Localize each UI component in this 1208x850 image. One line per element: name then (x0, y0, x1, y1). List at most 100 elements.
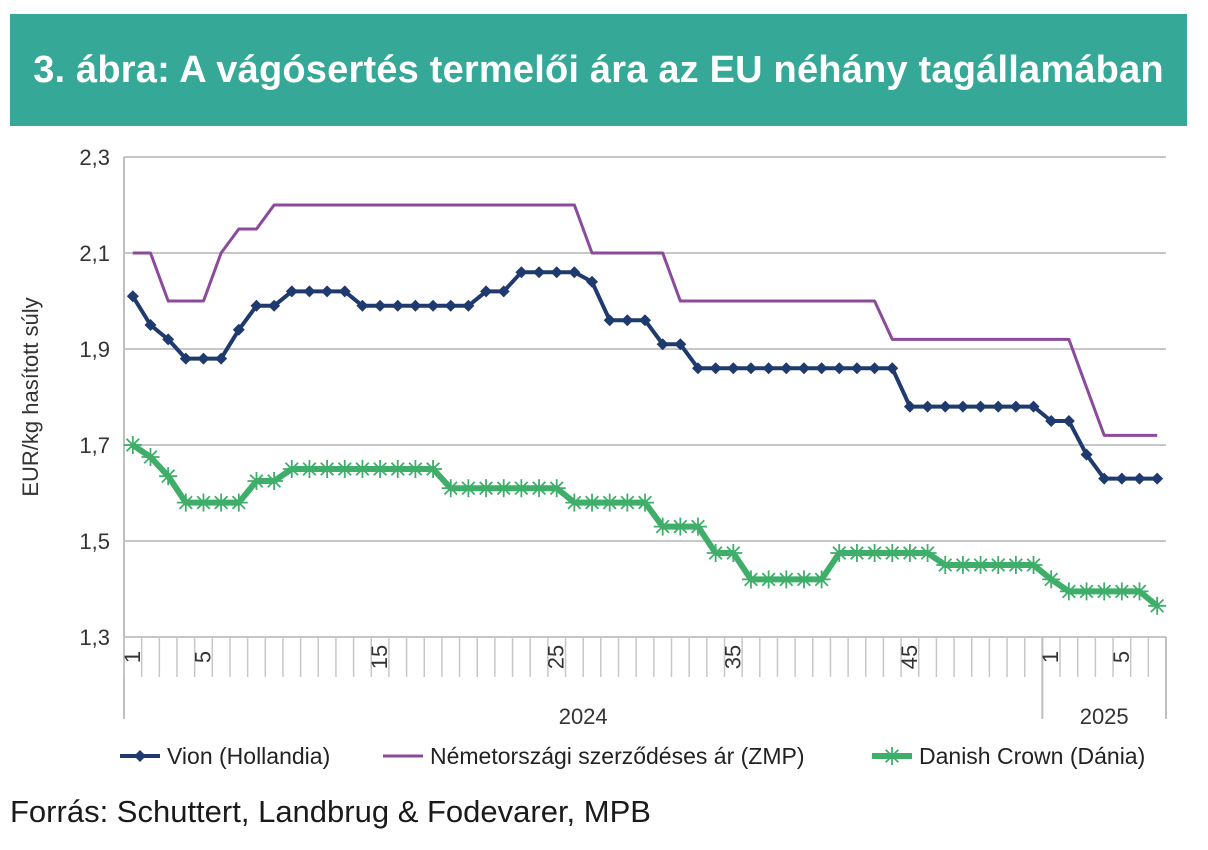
data-point (1080, 448, 1093, 461)
y-tick-label: 2,1 (79, 241, 110, 266)
data-point (1148, 596, 1167, 615)
legend-label: Németországi szerződéses ár (ZMP) (430, 743, 805, 769)
data-point (656, 338, 669, 351)
data-point (1095, 582, 1114, 601)
data-point (550, 266, 563, 279)
x-tick-label: 35 (720, 645, 745, 669)
data-point (335, 460, 354, 478)
data-point (956, 400, 969, 413)
data-point (953, 556, 972, 574)
data-point (883, 747, 901, 765)
data-point (159, 467, 178, 486)
data-point (1024, 556, 1043, 574)
data-point (794, 570, 813, 589)
data-point (674, 338, 687, 351)
y-tick-label: 1,3 (79, 625, 110, 650)
data-point (974, 400, 987, 413)
data-point (636, 493, 654, 512)
data-point (847, 544, 866, 562)
data-point (424, 460, 443, 478)
x-tick-label: 1 (120, 651, 145, 663)
data-point (321, 285, 334, 298)
data-point (1045, 415, 1058, 427)
data-point (497, 285, 510, 298)
data-point (883, 544, 902, 562)
data-point (215, 352, 228, 365)
x-tick-label: 45 (897, 645, 922, 669)
data-point (477, 479, 496, 498)
data-point (727, 362, 740, 375)
data-point (134, 750, 146, 762)
data-point (338, 285, 351, 298)
data-point (868, 362, 881, 375)
data-point (462, 299, 475, 312)
data-point (176, 493, 195, 512)
data-point (903, 400, 916, 413)
data-point (494, 479, 513, 498)
x-tick-label: 25 (544, 645, 569, 669)
data-point (547, 479, 566, 498)
data-point (162, 333, 175, 346)
data-point (391, 299, 404, 312)
data-point (603, 314, 616, 327)
data-point (992, 400, 1005, 413)
data-point (533, 266, 546, 279)
data-point (618, 493, 637, 512)
data-point (282, 460, 301, 478)
data-point (600, 493, 619, 512)
data-point (833, 362, 846, 375)
data-point (830, 544, 849, 562)
data-point (568, 266, 581, 279)
data-point (1115, 472, 1128, 485)
data-point (688, 517, 707, 536)
data-point (374, 299, 387, 312)
data-point (709, 362, 722, 375)
data-point (971, 556, 990, 574)
series-line (132, 203, 1158, 437)
data-point (1130, 582, 1149, 601)
data-point (353, 460, 372, 478)
data-point (691, 362, 704, 375)
data-point (865, 544, 884, 562)
y-tick-label: 1,9 (79, 337, 110, 362)
data-point (1059, 582, 1078, 601)
data-point (1077, 582, 1096, 601)
y-tick-label: 1,5 (79, 529, 110, 554)
data-point (918, 544, 937, 562)
data-point (409, 299, 422, 312)
data-point (1006, 556, 1025, 574)
x-year-label: 2024 (559, 704, 608, 729)
data-point (850, 362, 863, 375)
x-year-label: 2025 (1080, 704, 1129, 729)
data-point (777, 570, 796, 589)
data-point (144, 319, 157, 331)
data-point (1009, 400, 1022, 413)
y-axis-title: EUR/kg hasított súly (18, 297, 43, 496)
data-point (268, 299, 281, 312)
data-point (1042, 570, 1061, 589)
data-point (388, 460, 407, 478)
x-tick-label: 5 (190, 651, 215, 663)
data-point (921, 400, 934, 413)
data-point (318, 460, 337, 478)
data-point (512, 479, 531, 498)
y-tick-label: 2,3 (79, 145, 110, 170)
data-point (741, 570, 760, 589)
data-point (1112, 582, 1131, 601)
data-point (639, 314, 651, 327)
data-point (586, 275, 599, 288)
legend-label: Danish Crown (Dánia) (919, 743, 1145, 769)
data-point (706, 544, 725, 562)
data-point (989, 556, 1008, 574)
data-point (1133, 472, 1146, 485)
data-point (356, 299, 369, 312)
data-point (565, 493, 584, 512)
x-tick-label: 5 (1109, 651, 1134, 663)
data-point (886, 362, 899, 375)
legend-label: Vion (Hollandia) (167, 743, 330, 769)
data-point (583, 493, 602, 512)
source-note: Forrás: Schuttert, Landbrug & Fodevarer,… (10, 794, 651, 829)
data-point (671, 517, 690, 536)
data-point (247, 472, 266, 490)
chart-title: 3. ábra: A vágósertés termelői ára az EU… (33, 48, 1164, 91)
